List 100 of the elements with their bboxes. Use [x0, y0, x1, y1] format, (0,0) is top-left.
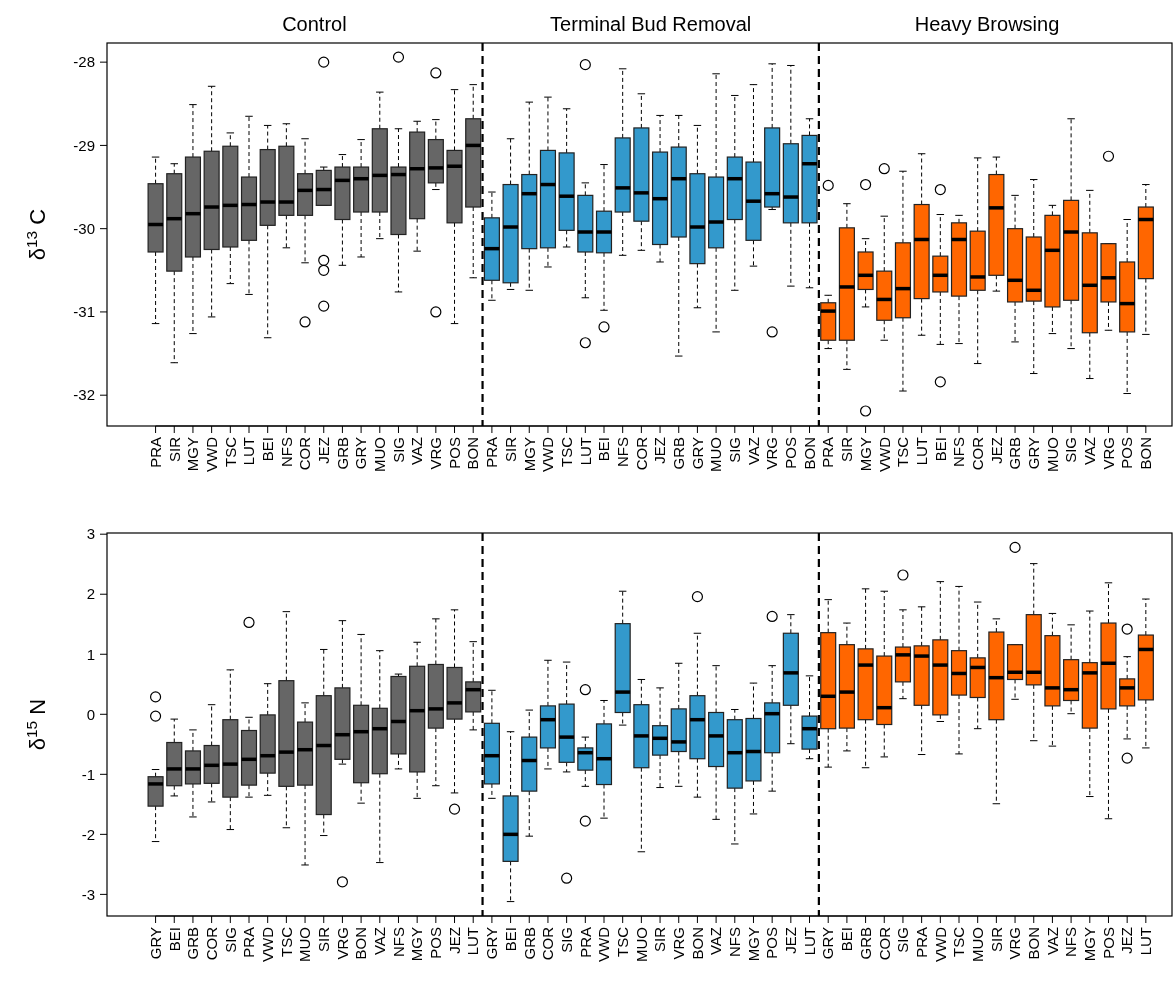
x-tick-label: COR	[968, 436, 986, 471]
x-tick-label: VAZ	[744, 437, 762, 466]
x-tick-label: NFS	[389, 927, 407, 957]
x-tick-label: GRY	[483, 927, 501, 960]
x-tick-label: LUT	[576, 437, 594, 466]
text: Control	[282, 13, 347, 35]
x-tick-label: LUT	[800, 927, 818, 956]
x-tick-label: BON	[1137, 437, 1155, 470]
x-tick-label: SIR	[165, 436, 183, 463]
x-tick-label: TSC	[894, 436, 912, 467]
x-tick-label: JEZ	[782, 927, 800, 954]
x-tick-label: NFS	[950, 437, 968, 467]
x-tick-label: VAZ	[408, 437, 426, 466]
x-tick-label: SIG	[1062, 437, 1080, 463]
x-tick-label: MUO	[296, 927, 314, 962]
y-tick-label: -2	[81, 825, 95, 843]
x-tick-label: VRG	[1099, 437, 1117, 470]
x-tick-label: MGY	[520, 437, 538, 472]
x-tick-label: POS	[1099, 927, 1117, 959]
x-tick-label: LUT	[912, 437, 930, 466]
x-tick-label: BEI	[501, 927, 519, 952]
x-tick-label: VRG	[333, 927, 351, 960]
y-tick-label: -31	[73, 303, 95, 321]
x-tick-label: VAZ	[371, 927, 389, 956]
x-tick-label: COR	[875, 926, 893, 961]
x-tick-label: PRA	[483, 437, 501, 468]
x-tick-label: SIR	[651, 926, 669, 953]
x-tick-label: VRG	[1006, 927, 1024, 960]
y-tick-label: 2	[86, 585, 95, 603]
x-tick-label: MUO	[1043, 437, 1061, 472]
x-tick-label: BEI	[838, 927, 856, 952]
x-tick-label: SIG	[726, 437, 744, 463]
x-tick-label: POS	[1118, 437, 1136, 469]
x-tick-label: JEZ	[445, 927, 463, 954]
x-tick-label: TSC	[613, 926, 631, 957]
x-tick-label: PRA	[576, 927, 594, 958]
x-tick-label: COR	[632, 436, 650, 471]
y-tick-label: -28	[73, 53, 95, 71]
x-tick-label: VWD	[258, 926, 276, 962]
x-tick-label: POS	[782, 437, 800, 469]
text: Terminal Bud Removal	[550, 13, 752, 35]
x-tick-label: SIR	[314, 926, 332, 953]
x-tick-label: VAZ	[707, 927, 725, 956]
x-tick-label: BEI	[595, 437, 613, 462]
x-tick-label: BON	[352, 927, 370, 960]
x-tick-label: GRB	[856, 927, 874, 960]
x-tick-label: BEI	[165, 927, 183, 952]
x-tick-label: TSC	[221, 436, 239, 467]
x-tick-label: POS	[445, 437, 463, 469]
x-tick-label: GRY	[1024, 437, 1042, 470]
x-tick-label: JEZ	[1118, 927, 1136, 954]
x-tick-label: LUT	[464, 927, 482, 956]
x-tick-label: MGY	[408, 927, 426, 962]
x-tick-label: SIG	[389, 437, 407, 463]
x-tick-label: MUO	[968, 927, 986, 962]
y-tick-label: 1	[86, 645, 95, 663]
x-tick-label: MUO	[371, 437, 389, 472]
x-tick-label: BON	[688, 927, 706, 960]
x-tick-label: MGY	[1081, 927, 1099, 962]
x-tick-label: BON	[464, 437, 482, 470]
x-tick-label: VAZ	[1081, 437, 1099, 466]
x-tick-label: GRB	[333, 437, 351, 470]
x-tick-label: VWD	[875, 436, 893, 472]
x-tick-label: GRY	[819, 927, 837, 960]
y-tick-label: -1	[81, 765, 95, 783]
x-tick-label: PRA	[146, 437, 164, 468]
x-tick-label: MUO	[707, 437, 725, 472]
x-tick-label: BON	[800, 437, 818, 470]
x-tick-label: JEZ	[314, 437, 332, 464]
x-tick-label: GRB	[1006, 437, 1024, 470]
y-tick-label: 0	[86, 705, 95, 723]
text: Heavy Browsing	[914, 13, 1060, 35]
x-tick-label: POS	[427, 927, 445, 959]
x-tick-label: SIG	[894, 927, 912, 953]
x-tick-label: LUT	[240, 437, 258, 466]
x-tick-label: VRG	[763, 437, 781, 470]
x-tick-label: GRY	[688, 437, 706, 470]
x-tick-label: NFS	[277, 437, 295, 467]
x-tick-label: NFS	[726, 927, 744, 957]
x-tick-label: PRA	[819, 437, 837, 468]
x-tick-label: LUT	[1137, 927, 1155, 956]
x-tick-label: NFS	[613, 437, 631, 467]
x-tick-label: SIG	[557, 927, 575, 953]
x-tick-label: MGY	[856, 437, 874, 472]
x-tick-label: GRB	[184, 927, 202, 960]
x-tick-label: TSC	[277, 926, 295, 957]
x-tick-label: GRB	[520, 927, 538, 960]
x-tick-label: PRA	[240, 927, 258, 958]
y-tick-label: -32	[73, 386, 95, 404]
x-tick-label: SIR	[501, 436, 519, 463]
x-tick-label: PRA	[912, 927, 930, 958]
x-tick-label: COR	[296, 436, 314, 471]
x-tick-label: GRY	[352, 437, 370, 470]
x-tick-label: NFS	[1062, 927, 1080, 957]
x-tick-label: VWD	[539, 436, 557, 472]
x-tick-label: BON	[1024, 927, 1042, 960]
x-tick-label: SIG	[221, 927, 239, 953]
x-tick-label: GRB	[669, 437, 687, 470]
x-tick-label: SIR	[838, 436, 856, 463]
x-tick-label: TSC	[950, 926, 968, 957]
